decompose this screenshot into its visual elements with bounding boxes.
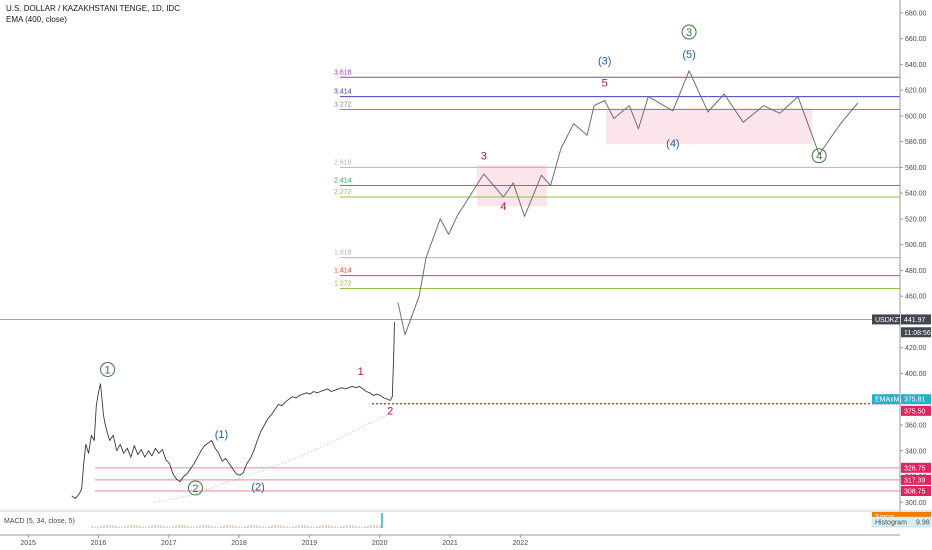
x-tick-label-0: 2015	[20, 540, 36, 547]
wave-circle-13	[811, 148, 827, 164]
chart-title: U.S. DOLLAR / KAZAKHSTANI TENGE, 1D, IDC	[6, 4, 180, 13]
y-tick-label-5: 400.00	[905, 371, 927, 378]
wave-label-13: 4	[816, 151, 822, 163]
fib-label-7: 3.414	[334, 89, 352, 96]
wave-label-5: 2	[387, 406, 393, 418]
histogram-tag-value: 9.98	[916, 520, 930, 527]
macd-label: MACD (5, 34, close, 5)	[4, 518, 75, 525]
x-tick-label-1: 2016	[91, 540, 107, 547]
wave-label-9: 5	[602, 77, 608, 89]
target-zone-1	[606, 108, 813, 145]
price-tag-bg-3	[901, 405, 931, 416]
wave-circle-0	[100, 361, 116, 377]
y-tick-label-6: 420.00	[905, 345, 927, 352]
fib-label-3: 2.272	[334, 189, 352, 196]
x-tick-label-4: 2019	[302, 540, 318, 547]
y-axis[interactable]: 300.00320.00340.00360.00380.00400.00420.…	[899, 0, 927, 520]
y-tick-label-11: 520.00	[905, 216, 927, 223]
wave-label-12: (5)	[682, 49, 695, 61]
y-tick-label-8: 460.00	[905, 294, 927, 301]
wave-label-6: 3	[481, 151, 487, 163]
fib-label-5: 2.618	[334, 159, 352, 166]
price-tag-bg-6	[901, 486, 931, 497]
price-tag-value-4: 326.75	[904, 465, 926, 472]
fib-label-6: 3.272	[334, 101, 352, 108]
wave-circle-1	[187, 480, 203, 496]
price-tag-value-0: 441.97	[904, 317, 926, 324]
price-tag-bg-2	[901, 394, 931, 405]
zones-layer	[476, 108, 813, 207]
histogram-tag-bg	[871, 516, 932, 528]
y-tick-label-19: 680.00	[905, 10, 927, 17]
fib-label-2: 1.618	[334, 250, 352, 257]
price-tag-bg-1	[901, 327, 931, 338]
fib-label-8: 3.618	[334, 69, 352, 76]
wave-label-11: 3	[686, 27, 692, 39]
wave-labels-layer: 1 2 (1) (2) 1 2 3 4 (3) 5 (4) 3 (5) 4	[100, 24, 827, 496]
price-tag-bg-0	[901, 314, 931, 325]
y-tick-label-2: 340.00	[905, 448, 927, 455]
price-tag-value-1: 11:08:56	[904, 330, 931, 337]
price-tag-value-6: 308.75	[904, 489, 926, 496]
price-tag-value-2: 375.81	[904, 397, 926, 404]
macd-pane: MACD (5, 34, close, 5)SignalHistogram9.9…	[0, 510, 932, 528]
price-tag-name-0: USDKZT	[875, 317, 904, 324]
wave-label-1: 2	[192, 483, 198, 495]
x-tick-label-6: 2021	[442, 540, 458, 547]
x-axis[interactable]: 2015 2016 2017 2018 2019 2020 2021 2022	[0, 534, 900, 547]
macd-histogram-bars	[91, 525, 381, 528]
price-tags-layer: USDKZT 441.97 11:08:56 EMAxMA 375.81 375.50 32…	[872, 314, 931, 497]
y-tick-label-0: 300.00	[905, 500, 927, 507]
x-tick-label-7: 2022	[513, 540, 529, 547]
histogram-tag-label: Histogram	[875, 520, 907, 527]
x-tick-label-3: 2018	[231, 540, 247, 547]
wave-circle-11	[681, 24, 697, 40]
fib-label-0: 1.272	[334, 280, 352, 287]
wave-label-7: 4	[500, 201, 506, 213]
wave-label-0: 1	[105, 364, 111, 376]
price-tag-name-2: EMAxMA	[875, 397, 905, 404]
y-tick-label-3: 360.00	[905, 423, 927, 430]
y-tick-label-10: 500.00	[905, 242, 927, 249]
y-tick-label-18: 660.00	[905, 36, 927, 43]
y-tick-label-9: 480.00	[905, 268, 927, 275]
wave-label-2: (1)	[215, 429, 228, 441]
x-tick-label-5: 2020	[372, 540, 388, 547]
fib-levels-layer: 1.272 1.414 1.618 2.272 2.414 2.618 3.272 3.414…	[0, 69, 900, 492]
signal-tag-bg	[872, 512, 931, 521]
series-layer	[71, 70, 859, 503]
price-tag-name-bg-2	[872, 394, 900, 405]
y-tick-label-14: 580.00	[905, 139, 927, 146]
wave-label-3: (2)	[251, 482, 264, 494]
series-historical	[71, 321, 395, 499]
fib-label-1: 1.414	[334, 268, 352, 275]
series-projection	[397, 70, 859, 336]
series-ema	[154, 411, 394, 503]
y-tick-label-12: 540.00	[905, 191, 927, 198]
price-tag-name-bg-0	[872, 314, 900, 325]
y-tick-label-13: 560.00	[905, 165, 927, 172]
y-tick-label-16: 620.00	[905, 88, 927, 95]
y-tick-label-17: 640.00	[905, 62, 927, 69]
price-tag-value-5: 317.39	[904, 477, 926, 484]
wave-label-4: 1	[358, 366, 364, 378]
y-tick-label-15: 600.00	[905, 113, 927, 120]
x-tick-label-2: 2017	[161, 540, 177, 547]
indicator-label: EMA (400, close)	[6, 15, 67, 24]
wave-label-8: (3)	[598, 55, 611, 67]
price-tag-bg-4	[901, 462, 931, 473]
fib-label-4: 2.414	[334, 177, 352, 184]
wave-label-10: (4)	[666, 138, 679, 150]
price-tag-bg-5	[901, 474, 931, 485]
price-tag-value-3: 375.50	[904, 408, 926, 415]
